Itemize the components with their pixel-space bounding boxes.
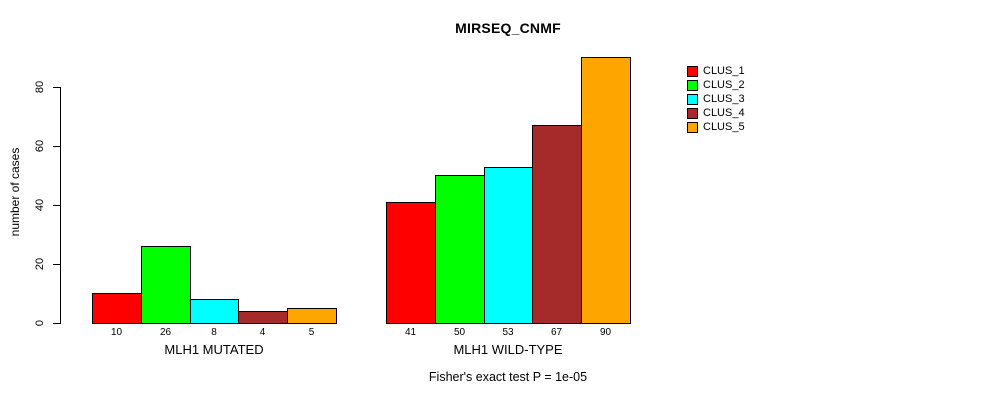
legend-label: CLUS_1 [703, 65, 745, 77]
y-axis-title: number of cases [8, 147, 22, 237]
y-tick-mark [53, 205, 60, 206]
legend-item: CLUS_1 [687, 64, 745, 78]
y-tick-label: 80 [34, 80, 46, 94]
bar-clus_3-mutated [190, 299, 239, 324]
bar-clus_4-mutated [238, 311, 288, 324]
legend: CLUS_1 CLUS_2 CLUS_3 CLUS_4 CLUS_5 [687, 64, 745, 134]
bar-clus_3-wildtype [484, 167, 533, 324]
legend-label: CLUS_5 [703, 121, 745, 133]
legend-swatch-clus_3 [687, 93, 698, 105]
y-tick-label: 40 [34, 198, 46, 212]
legend-item: CLUS_4 [687, 106, 745, 120]
y-tick-mark [53, 87, 60, 88]
bar-clus_1-wildtype [386, 202, 436, 324]
bar-value-label: 41 [404, 327, 417, 338]
chart-title: MIRSEQ_CNMF [455, 20, 561, 36]
bar-value-label: 8 [211, 327, 217, 338]
legend-swatch-clus_2 [687, 79, 698, 91]
legend-swatch-clus_1 [687, 65, 698, 77]
stat-test-footnote: Fisher's exact test P = 1e-05 [428, 370, 588, 384]
legend-label: CLUS_3 [703, 93, 745, 105]
bar-value-label: 53 [502, 327, 514, 338]
y-axis-line [60, 87, 61, 324]
legend-swatch-clus_5 [687, 121, 698, 133]
x-category-label-mutated: MLH1 MUTATED [164, 342, 264, 357]
bar-clus_1-mutated [92, 293, 142, 324]
bar-clus_5-wildtype [581, 57, 631, 324]
legend-item: CLUS_5 [687, 120, 745, 134]
legend-item: CLUS_2 [687, 78, 745, 92]
legend-item: CLUS_3 [687, 92, 745, 106]
bar-value-label: 26 [159, 327, 172, 338]
y-tick-mark [53, 146, 60, 147]
bar-clus_2-wildtype [435, 175, 485, 324]
bar-value-label: 90 [599, 327, 612, 338]
y-tick-label: 60 [34, 139, 46, 153]
bar-value-label: 4 [259, 327, 266, 338]
bar-clus_2-mutated [141, 246, 191, 324]
bar-clus_4-wildtype [532, 125, 582, 324]
bar-clus_5-mutated [287, 308, 337, 324]
y-tick-label: 20 [34, 257, 46, 271]
y-tick-mark [53, 264, 60, 265]
bar-value-label: 50 [453, 327, 466, 338]
y-tick-label: 0 [34, 319, 46, 327]
legend-label: CLUS_4 [703, 107, 745, 119]
bar-value-label: 10 [110, 327, 123, 338]
x-category-label-wildtype: MLH1 WILD-TYPE [453, 342, 563, 357]
bar-value-label: 5 [308, 327, 315, 338]
legend-label: CLUS_2 [703, 79, 745, 91]
bar-value-label: 67 [550, 327, 563, 338]
y-tick-mark [53, 323, 60, 324]
legend-swatch-clus_4 [687, 107, 698, 119]
